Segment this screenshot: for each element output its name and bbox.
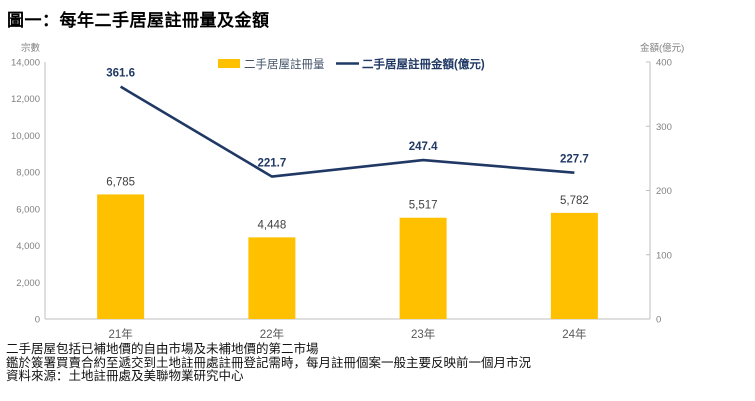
right-axis-tick-label: 400 bbox=[656, 58, 672, 69]
right-axis-tick-label: 100 bbox=[656, 250, 672, 261]
legend-bar-label: 二手居屋註冊量 bbox=[244, 57, 325, 71]
footnote-timing: 鑑於簽署買賣合約至遞交到土地註冊處註冊登記需時，每月註冊個案一般主要反映前一個月… bbox=[6, 355, 532, 370]
bar-value-label: 5,782 bbox=[560, 195, 589, 207]
left-axis-tick-label: 4,000 bbox=[16, 241, 40, 252]
left-axis-tick-label: 8,000 bbox=[16, 168, 40, 179]
bar-value-label: 4,448 bbox=[257, 219, 286, 231]
figure-title: 圖一：每年二手居屋註冊量及金額 bbox=[7, 11, 270, 30]
bar-21年 bbox=[97, 194, 145, 319]
bar-22年 bbox=[248, 237, 296, 319]
amount-line bbox=[119, 85, 575, 178]
x-category-label: 23年 bbox=[411, 327, 435, 341]
bar-value-label: 5,517 bbox=[409, 200, 438, 212]
x-category-label: 21年 bbox=[108, 327, 132, 341]
left-axis-tick-label: 6,000 bbox=[16, 204, 40, 215]
line-value-label: 361.6 bbox=[106, 68, 135, 80]
right-axis-tick-label: 300 bbox=[656, 122, 672, 133]
left-axis-tick-label: 14,000 bbox=[11, 58, 40, 69]
footnote-definition: 二手居屋包括已補地價的自由市場及未補地價的第二市場 bbox=[6, 342, 319, 356]
left-axis-tick-label: 10,000 bbox=[11, 131, 40, 142]
legend-line-label: 二手居屋註冊金額(億元) bbox=[362, 57, 485, 71]
left-axis-tick-label: 0 bbox=[35, 315, 40, 326]
right-axis-title: 金額(億元) bbox=[640, 42, 684, 54]
left-axis-tick-label: 12,000 bbox=[11, 94, 40, 105]
footnotes-block: 二手居屋包括已補地價的自由市場及未補地價的第二市場 鑑於簽署買賣合約至遞交到土地… bbox=[6, 342, 532, 384]
right-axis-tick-label: 0 bbox=[656, 315, 661, 326]
footnote-source: 資料來源：土地註冊處及美聯物業研究中心 bbox=[6, 369, 244, 383]
left-axis-title: 宗數 bbox=[21, 42, 41, 54]
line-value-label: 227.7 bbox=[560, 154, 589, 166]
bar-value-label: 6,785 bbox=[106, 176, 135, 188]
left-axis-tick-label: 2,000 bbox=[16, 278, 40, 289]
bar-24年 bbox=[550, 212, 598, 319]
x-category-label: 24年 bbox=[562, 327, 586, 341]
line-value-label: 221.7 bbox=[257, 158, 286, 170]
legend-bar-swatch bbox=[218, 59, 240, 68]
x-category-label: 22年 bbox=[260, 327, 284, 341]
bar-23年 bbox=[399, 217, 447, 319]
line-value-label: 247.4 bbox=[409, 141, 438, 153]
right-axis-tick-label: 200 bbox=[656, 186, 672, 197]
